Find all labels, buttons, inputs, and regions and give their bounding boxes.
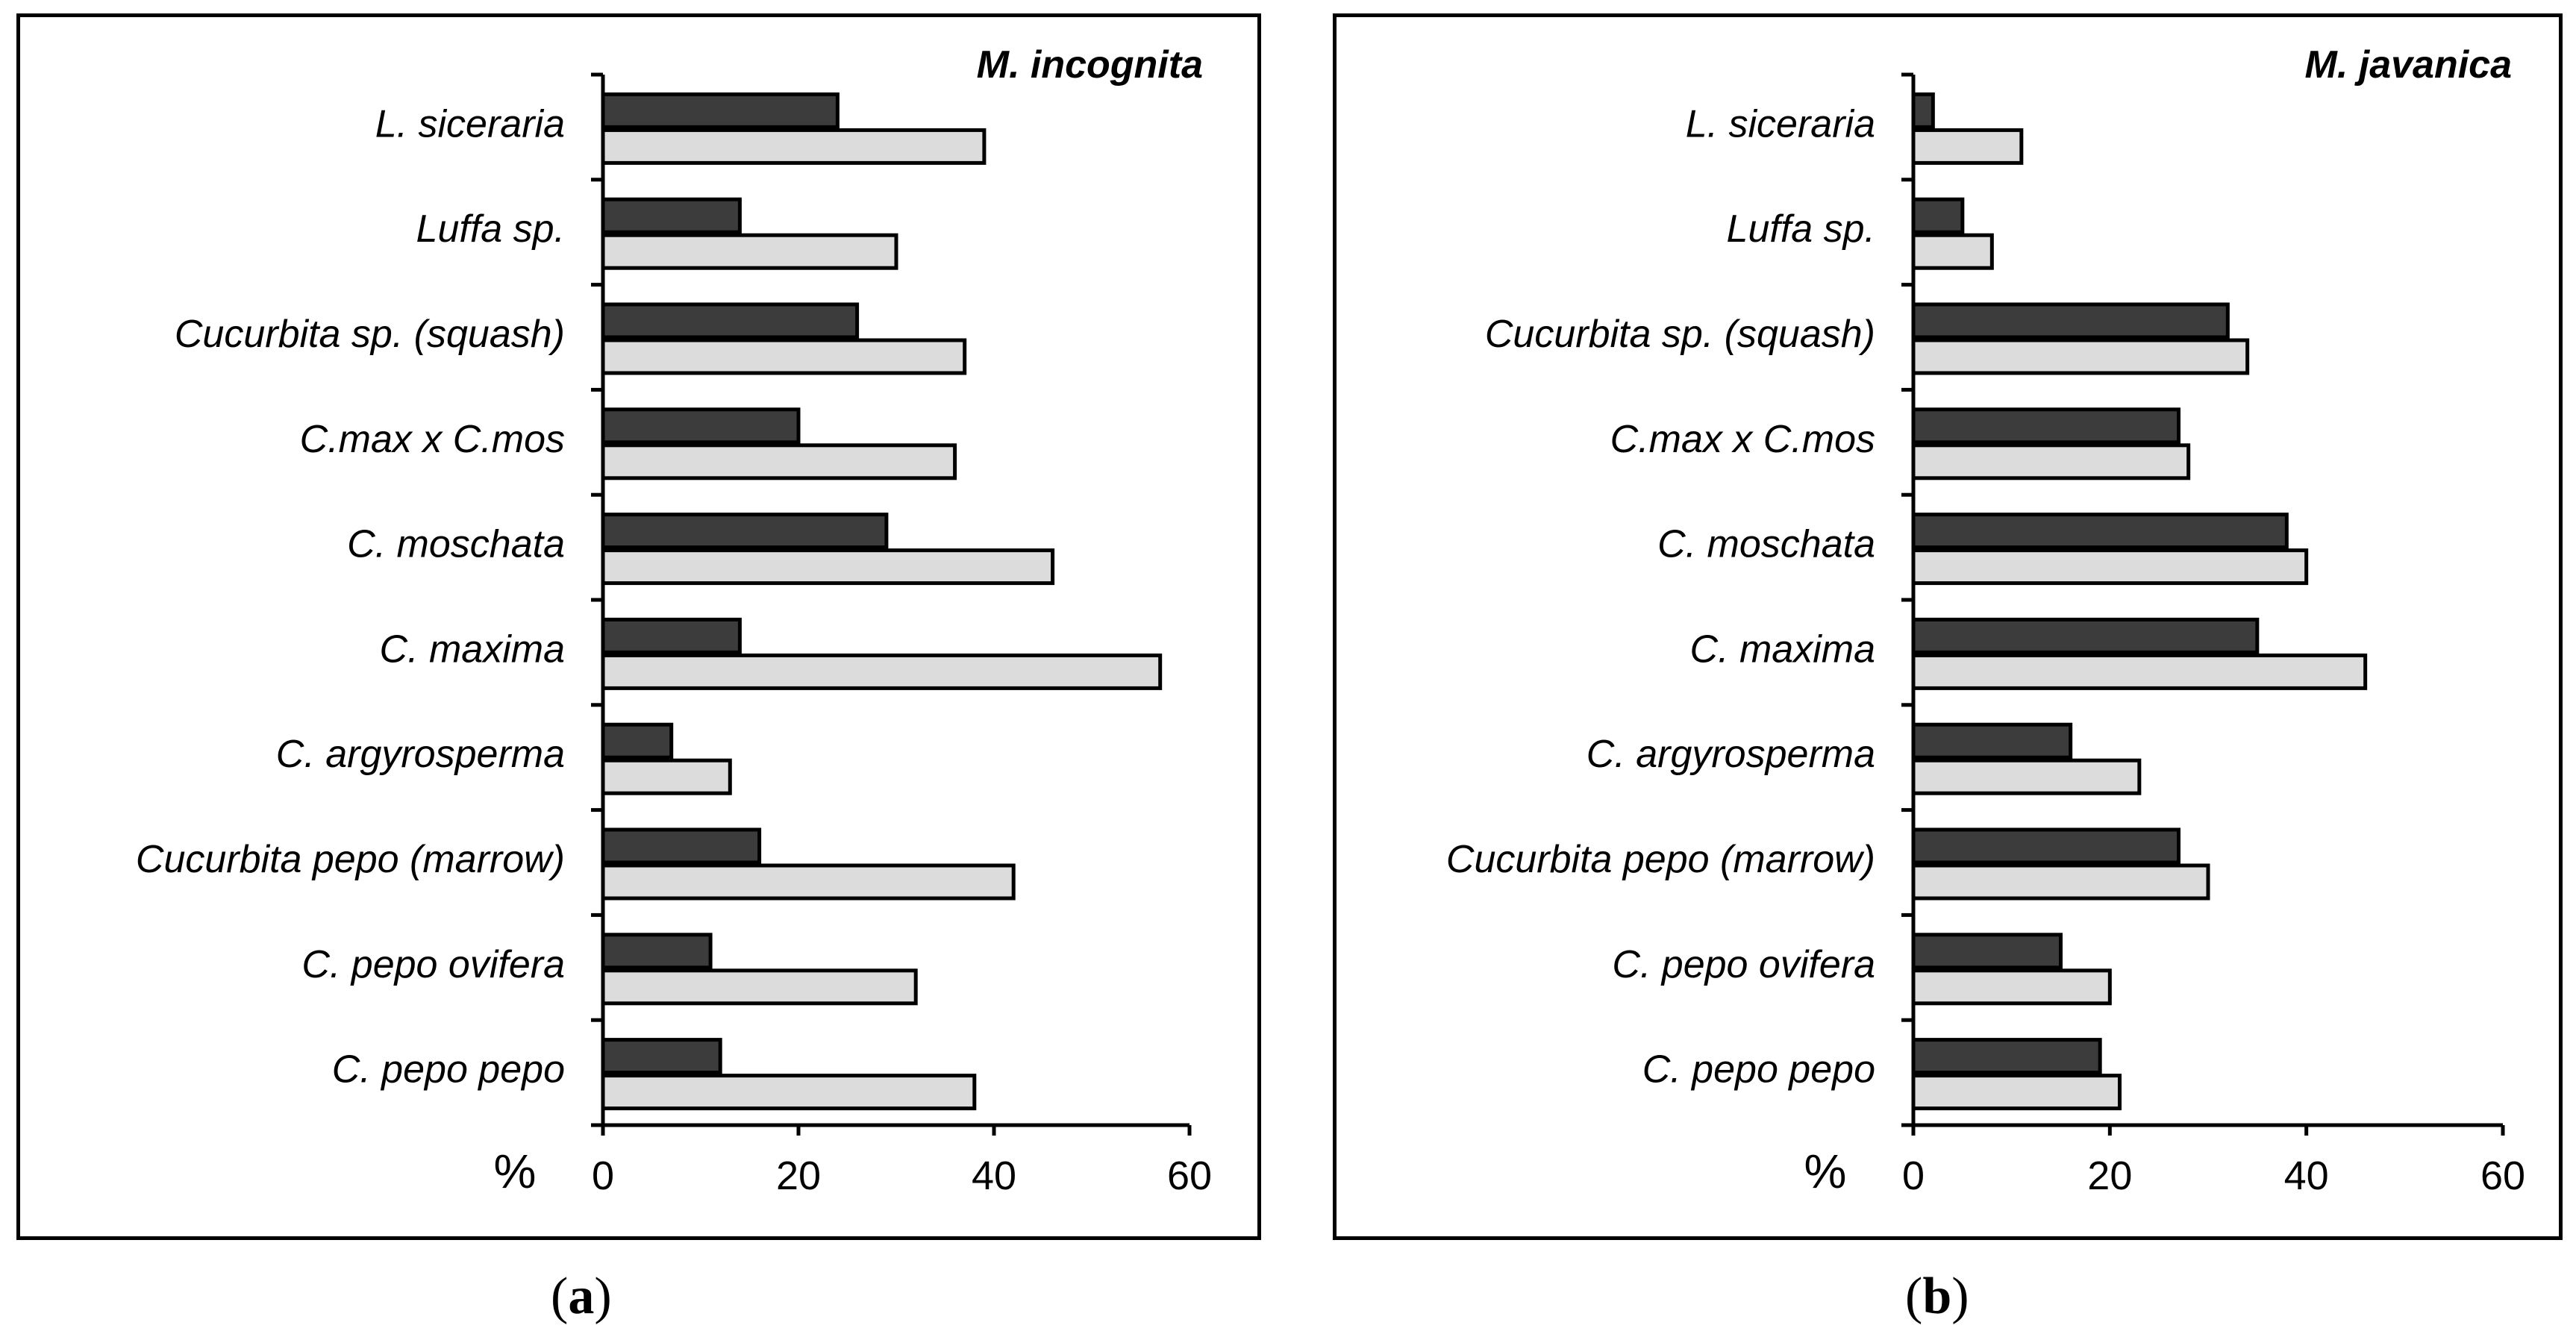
category-label: C. pepo ovifera	[1612, 943, 1875, 986]
bar-dark	[1911, 617, 2260, 654]
bar-dark	[1911, 302, 2230, 339]
category-label: C.max x C.mos	[300, 418, 565, 461]
bar-dark	[1911, 1038, 2102, 1075]
bar-light	[601, 233, 898, 270]
x-tick-label: 60	[2480, 1153, 2525, 1198]
bar-dark	[1911, 827, 2180, 865]
chart-panel-a: M. incognita L. siceraria Luffa sp. Cucurbi…	[16, 13, 1261, 1240]
category-label: C. argyrosperma	[276, 733, 565, 776]
caption-b: (b)	[1905, 1268, 1969, 1325]
bar-dark	[601, 302, 860, 339]
category-label: C. maxima	[380, 627, 565, 671]
bar-dark	[1911, 722, 2073, 760]
category-label: Cucurbita pepo (marrow)	[1446, 838, 1875, 881]
bar-dark	[1911, 407, 2180, 445]
bar-light	[1911, 548, 2309, 586]
bar-dark	[1911, 197, 1965, 234]
bar-light	[601, 758, 732, 795]
bar-dark	[1911, 933, 2063, 970]
caption-a-letter: a	[568, 1268, 595, 1325]
bar-light	[601, 1074, 977, 1111]
category-label: C. maxima	[1690, 627, 1875, 671]
bar-light	[601, 548, 1055, 586]
category-label: Cucurbita sp. (squash)	[1485, 313, 1875, 356]
category-label: C. moschata	[1657, 523, 1875, 566]
category-label: L. siceraria	[375, 102, 565, 145]
chart-panel-b: M. javanica L. siceraria Luffa sp. Cucurbit…	[1333, 13, 2563, 1240]
x-axis-label: %	[1804, 1145, 1847, 1198]
bar-light	[1911, 233, 1994, 270]
x-tick-label: 60	[1167, 1153, 1212, 1198]
bar-dark	[1911, 513, 2289, 550]
bar-light	[1911, 128, 2024, 165]
chart-title: M. javanica	[2305, 43, 2512, 87]
category-label: Luffa sp.	[1727, 207, 1875, 251]
bar-light	[601, 443, 957, 480]
category-label: C. pepo pepo	[1642, 1048, 1875, 1092]
bar-light	[1911, 968, 2112, 1006]
bar-light	[1911, 758, 2142, 795]
bar-light	[1911, 338, 2250, 375]
category-label: Cucurbita sp. (squash)	[175, 313, 565, 356]
caption-b-letter: b	[1922, 1268, 1952, 1325]
bar-light	[601, 968, 918, 1006]
bar-light	[601, 338, 967, 375]
bar-dark	[601, 92, 840, 129]
x-tick-label: 40	[2284, 1153, 2329, 1198]
caption-a: (a)	[551, 1268, 612, 1325]
bar-light	[1911, 1074, 2122, 1111]
category-label: C. pepo pepo	[332, 1048, 565, 1092]
bar-light	[601, 863, 1016, 901]
bar-dark	[1911, 92, 1935, 129]
x-tick-label: 20	[2087, 1153, 2132, 1198]
bar-dark	[601, 197, 742, 234]
bar-light	[1911, 443, 2191, 480]
bar-light	[1911, 863, 2210, 901]
bar-light	[1911, 653, 2368, 690]
bar-dark	[601, 513, 889, 550]
category-label: C. moschata	[347, 523, 565, 566]
x-tick-label: 0	[592, 1153, 614, 1198]
bar-dark	[601, 1038, 722, 1075]
category-label: C. argyrosperma	[1586, 733, 1875, 776]
bar-dark	[601, 722, 674, 760]
chart-title: M. incognita	[977, 43, 1203, 87]
bar-dark	[601, 617, 742, 654]
chart-b-svg: M. javanica L. siceraria Luffa sp. Cucurbit…	[1446, 43, 2525, 1198]
bar-dark	[601, 827, 762, 865]
category-label: C.max x C.mos	[1610, 418, 1875, 461]
bar-light	[601, 128, 987, 165]
category-label: L. siceraria	[1686, 102, 1875, 145]
x-axis-label: %	[494, 1145, 537, 1198]
category-label: C. pepo ovifera	[301, 943, 565, 986]
chart-a-svg: M. incognita L. siceraria Luffa sp. Cucurbi…	[136, 43, 1212, 1198]
bar-light	[601, 653, 1163, 690]
bar-dark	[601, 933, 713, 970]
x-tick-label: 0	[1902, 1153, 1925, 1198]
x-tick-label: 20	[776, 1153, 821, 1198]
x-tick-label: 40	[972, 1153, 1016, 1198]
category-label: Cucurbita pepo (marrow)	[136, 838, 565, 881]
category-label: Luffa sp.	[416, 207, 565, 251]
bar-dark	[601, 407, 801, 445]
